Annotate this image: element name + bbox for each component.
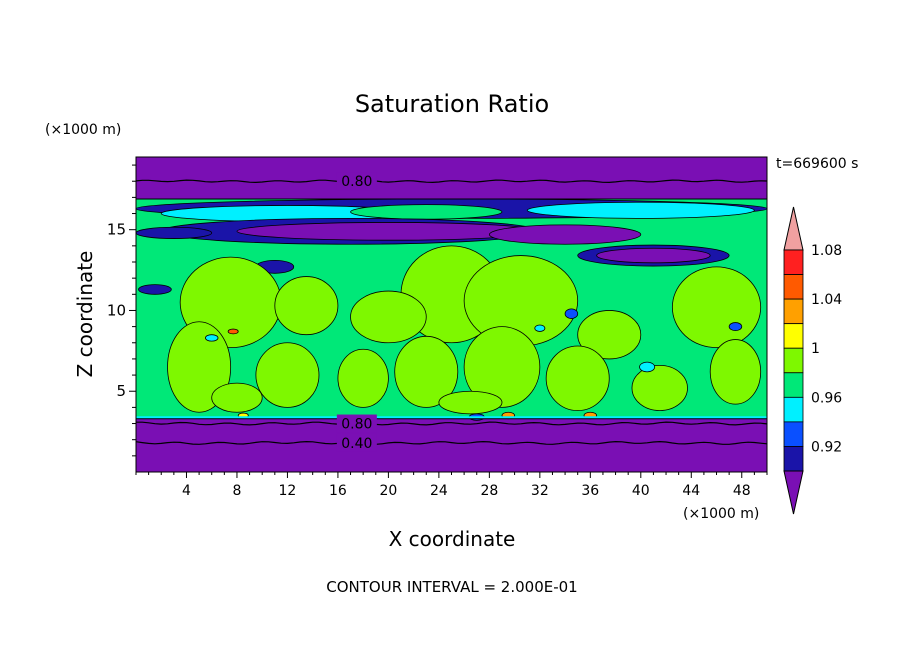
field-feature	[577, 310, 642, 360]
field-feature	[438, 390, 503, 415]
contour-line	[136, 421, 768, 426]
field-feature	[545, 345, 610, 412]
x-axis-ticks: 4 8 12 16 20 24 28 32 36 40 44 48	[135, 472, 768, 499]
colorbar-bottom-arrow	[783, 470, 804, 515]
field-feature	[526, 201, 755, 219]
field-feature	[274, 276, 339, 336]
colorbar-swatch	[783, 323, 804, 349]
colorbar-swatch	[783, 372, 804, 398]
field-feature	[564, 308, 579, 319]
field-feature	[350, 204, 503, 220]
colorbar-label: 1.04	[811, 292, 842, 308]
field-feature	[227, 328, 239, 335]
colorbar-label: 1	[811, 341, 820, 357]
x-unit-label: (×1000 m)	[683, 506, 759, 522]
contour-label-bg	[336, 414, 377, 433]
field-cloud-base-rim	[136, 416, 767, 419]
x-axis-label: X coordinate	[389, 527, 516, 551]
field-feature	[639, 361, 656, 373]
field-feature	[394, 335, 459, 408]
contour-field	[135, 157, 768, 472]
field-feature	[596, 247, 711, 264]
colorbar: 0.92 0.96 1 1.04 1.08	[783, 206, 842, 515]
x-tick-label: 32	[531, 483, 549, 499]
x-tick-label: 36	[581, 483, 599, 499]
y-axis-ticks: 5 10 15	[107, 164, 136, 457]
contour-lines: 0.80 0.80 0.40	[135, 172, 768, 452]
y-tick-label: 10	[107, 301, 126, 319]
colorbar-swatch	[783, 396, 804, 423]
field-feature	[135, 226, 213, 239]
y-axis-label: Z coordinate	[73, 251, 97, 378]
field-band-lower-dry	[136, 418, 767, 472]
x-tick-label: 24	[430, 483, 448, 499]
x-tick-label: 48	[733, 483, 751, 499]
contour-interval-note: CONTOUR INTERVAL = 2.000E-01	[326, 578, 577, 596]
colorbar-swatch	[783, 249, 804, 275]
field-feature	[350, 290, 427, 344]
x-tick-label: 16	[329, 483, 347, 499]
colorbar-top-arrow	[783, 206, 804, 251]
x-tick-label: 40	[632, 483, 650, 499]
field-feature	[167, 321, 232, 413]
x-tick-label: 12	[279, 483, 297, 499]
y-unit-label: (×1000 m)	[45, 122, 121, 138]
field-feature	[534, 324, 546, 332]
contour-line	[135, 179, 768, 184]
x-tick-label: 8	[232, 483, 241, 499]
field-feature	[463, 326, 541, 408]
colorbar-label: 0.96	[811, 390, 842, 406]
field-band-upper-dry	[136, 157, 767, 199]
contour-line	[135, 440, 768, 445]
contour-label: 0.80	[341, 417, 372, 433]
field-feature	[255, 342, 320, 408]
contour-label: 0.40	[341, 436, 372, 452]
chart-title: Saturation Ratio	[355, 90, 549, 118]
field-feature	[138, 284, 172, 295]
y-tick-label: 5	[116, 382, 126, 400]
time-label: t=669600 s	[776, 156, 858, 172]
field-feature	[337, 348, 389, 408]
field-feature	[728, 322, 743, 332]
colorbar-swatch	[783, 347, 804, 374]
contour-label: 0.80	[341, 174, 372, 190]
colorbar-label: 1.08	[811, 243, 842, 259]
field-feature	[205, 334, 219, 342]
colorbar-swatch	[783, 421, 804, 447]
field-feature	[671, 266, 762, 349]
y-tick-label: 15	[107, 221, 126, 239]
field-feature	[709, 339, 762, 405]
colorbar-swatch	[783, 274, 804, 300]
colorbar-swatch	[783, 298, 804, 325]
colorbar-label: 0.92	[811, 439, 842, 455]
x-tick-label: 44	[682, 483, 700, 499]
contour-label-bg	[336, 433, 377, 452]
x-tick-label: 28	[480, 483, 498, 499]
x-tick-label: 20	[379, 483, 397, 499]
colorbar-swatch	[783, 446, 804, 472]
field-feature	[211, 382, 263, 413]
field-feature	[631, 364, 688, 412]
field-feature	[488, 224, 642, 245]
contour-label-bg	[336, 172, 377, 191]
x-tick-label: 4	[182, 483, 191, 499]
